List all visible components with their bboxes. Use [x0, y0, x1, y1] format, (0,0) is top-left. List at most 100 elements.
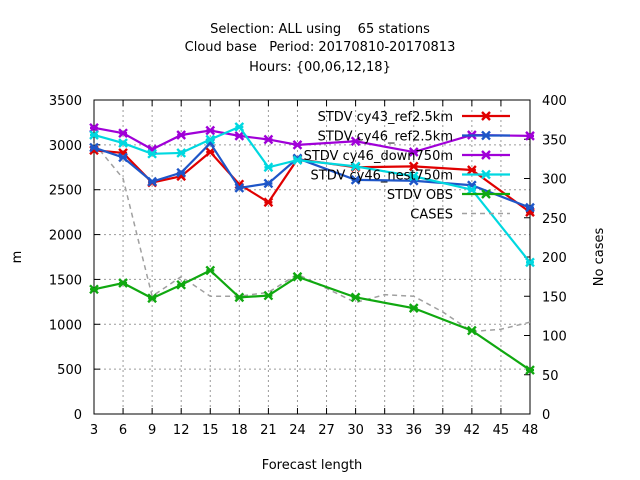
x-tick-label: 6 — [119, 423, 127, 438]
data-point — [292, 271, 303, 282]
data-point — [481, 130, 491, 141]
y2-axis-label: No cases — [592, 228, 607, 287]
x-tick-label: 9 — [148, 423, 156, 438]
series-line — [93, 141, 531, 209]
x-tick-label: 24 — [289, 423, 306, 438]
data-point — [263, 197, 274, 208]
data-point — [263, 290, 274, 301]
legend-label: STDV cy46_nest750m — [311, 169, 453, 184]
y-tick-label: 2500 — [49, 184, 82, 199]
x-axis-label: Forecast length — [262, 458, 363, 473]
data-point — [205, 125, 216, 136]
x-tick-label: 33 — [376, 423, 393, 438]
legend-label: STDV OBS — [387, 188, 453, 203]
data-point — [467, 184, 477, 195]
series-stdv-cy46-down750m — [89, 122, 535, 157]
series-line — [93, 125, 531, 264]
chart-title-line-1: Selection: ALL using 65 stations — [210, 22, 430, 37]
data-point — [408, 161, 419, 172]
data-point — [234, 131, 245, 141]
data-point — [350, 292, 361, 303]
x-tick-label: 3 — [90, 423, 98, 438]
legend-label: STDV cy46_down750m — [304, 149, 453, 164]
data-point — [118, 278, 128, 288]
x-tick-label: 36 — [405, 423, 422, 438]
y2-tick-label: 300 — [542, 173, 567, 188]
series-line — [93, 269, 531, 371]
series-stdv-obs — [89, 265, 535, 375]
x-tick-label: 48 — [522, 423, 539, 438]
data-point — [147, 293, 157, 304]
data-point — [481, 150, 491, 160]
data-point — [176, 148, 187, 158]
y2-tick-label: 400 — [542, 94, 567, 109]
data-point — [205, 265, 216, 276]
data-point — [234, 292, 245, 303]
chart-title-line-3: Hours: {00,06,12,18} — [249, 60, 391, 75]
y2-tick-label: 150 — [542, 290, 567, 305]
x-tick-label: 15 — [202, 423, 219, 438]
data-point — [118, 138, 128, 148]
y2-tick-label: 200 — [542, 251, 567, 266]
plot-frame — [93, 99, 531, 415]
data-point — [525, 257, 535, 268]
data-point — [176, 167, 187, 178]
data-point — [263, 162, 274, 173]
legend-label: STDV cy46_ref2.5km — [318, 130, 453, 145]
y2-tick-label: 0 — [542, 408, 550, 423]
data-point — [263, 134, 274, 145]
data-point — [350, 136, 361, 147]
x-tick-label: 42 — [464, 423, 481, 438]
data-point — [176, 130, 187, 140]
x-tick-label: 27 — [318, 423, 335, 438]
data-point — [481, 189, 491, 199]
y-tick-label: 3000 — [49, 139, 82, 154]
y-tick-label: 1000 — [49, 318, 82, 333]
data-point — [205, 134, 216, 145]
data-point — [118, 152, 128, 163]
data-point — [176, 279, 187, 290]
data-point — [525, 202, 535, 213]
x-tick-label: 18 — [231, 423, 248, 438]
y-tick-label: 0 — [74, 408, 82, 423]
data-point — [467, 165, 477, 175]
data-point — [350, 161, 361, 172]
data-point — [467, 325, 477, 336]
y2-tick-label: 350 — [542, 133, 567, 148]
legend-label: STDV cy43_ref2.5km — [318, 110, 453, 125]
data-point — [525, 131, 535, 141]
data-point — [89, 130, 99, 140]
chart-title-line-2: Cloud base Period: 20170810-20170813 — [184, 40, 456, 55]
x-tick-label: 45 — [493, 423, 510, 438]
x-tick-label: 12 — [173, 423, 190, 438]
data-point — [481, 111, 491, 121]
y-axis-label: m — [10, 251, 25, 264]
data-point — [292, 140, 303, 150]
data-point — [292, 155, 303, 165]
y2-tick-label: 250 — [542, 212, 567, 227]
y-tick-label: 1500 — [49, 273, 82, 288]
y-tick-label: 2000 — [49, 229, 82, 244]
data-point — [89, 122, 99, 133]
data-point — [89, 142, 99, 153]
data-point — [234, 122, 245, 132]
data-point — [147, 148, 157, 159]
series-line — [93, 126, 531, 154]
y-tick-label: 3500 — [49, 94, 82, 109]
data-point — [205, 147, 216, 157]
y-tick-label: 500 — [57, 363, 82, 378]
data-point — [408, 147, 419, 157]
data-point — [89, 284, 99, 295]
legend: STDV cy43_ref2.5km STDV cy46_ref2.5km STDV… — [304, 110, 510, 223]
data-point — [350, 174, 361, 185]
series-stdv-cy46-nest750m — [89, 122, 535, 268]
data-point — [263, 178, 274, 189]
x-tick-label: 21 — [260, 423, 277, 438]
x-tick-label: 39 — [435, 423, 452, 438]
legend-label: CASES — [410, 208, 453, 223]
data-point — [525, 365, 535, 375]
data-point — [234, 183, 245, 193]
data-point — [118, 128, 128, 139]
y2-tick-label: 50 — [542, 369, 559, 384]
